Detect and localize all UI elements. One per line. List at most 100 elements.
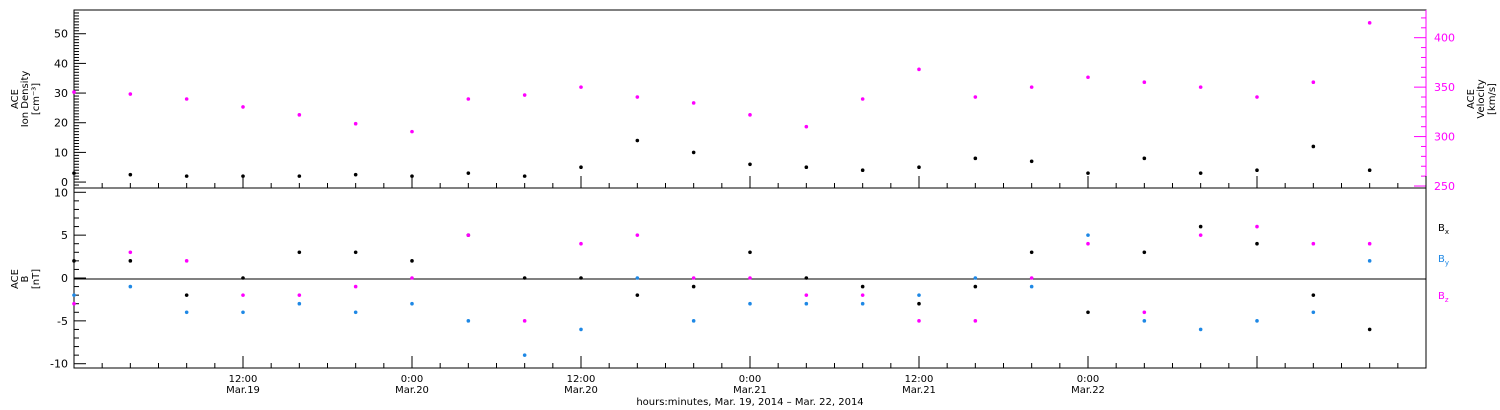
bz-point	[691, 276, 696, 280]
by-point	[1086, 233, 1090, 237]
density-tick-label: 50	[54, 28, 68, 41]
x-tick-date-label: Mar.20	[395, 385, 429, 396]
bx-point	[1142, 250, 1147, 255]
bx-point	[1255, 241, 1259, 246]
velocity-point	[635, 95, 640, 99]
bx-point	[522, 276, 527, 280]
velocity-tick-label: 300	[1434, 131, 1455, 144]
velocity-point	[353, 121, 358, 126]
density-point	[691, 150, 696, 155]
x-tick-date-label: Mar.20	[564, 385, 598, 396]
by-point	[1029, 284, 1034, 289]
bz-point	[522, 319, 527, 323]
legend-bz: Bz	[1438, 291, 1449, 304]
bz-point	[1255, 224, 1259, 229]
bz-point	[973, 319, 978, 323]
velocity-point	[1367, 21, 1372, 25]
velocity-point	[72, 90, 76, 94]
legend-bz-sub: z	[1445, 296, 1449, 304]
b-axis-title-line-3: [nT]	[31, 269, 42, 289]
bz-point	[466, 233, 471, 237]
by-point	[973, 276, 978, 280]
by-point	[804, 301, 809, 306]
density-axis-title: ACE Ion Density [cm⁻³]	[10, 71, 42, 128]
velocity-axis-title: ACE Velocity [km/s]	[1466, 79, 1498, 118]
by-point	[691, 319, 696, 323]
velocity-point	[1029, 85, 1034, 89]
legend-bx-main: B	[1438, 223, 1445, 234]
density-point	[522, 174, 527, 178]
bz-point	[917, 319, 921, 323]
by-point	[579, 327, 583, 332]
density-point	[297, 174, 302, 178]
velocity-tick-label: 350	[1434, 81, 1455, 94]
velocity-point	[1255, 95, 1259, 99]
bx-point	[1029, 250, 1034, 255]
x-tick-time-label: 0:00	[401, 374, 423, 385]
velocity-point	[522, 93, 527, 97]
velocity-axis-title-line-3: [km/s]	[1487, 83, 1498, 115]
density-point	[72, 171, 76, 175]
density-point	[410, 174, 414, 178]
by-point	[241, 310, 245, 315]
bz-point	[1029, 276, 1034, 280]
b-tick-label: 5	[61, 229, 68, 242]
bx-point	[1198, 224, 1203, 229]
velocity-point	[410, 129, 414, 134]
b-tick-label: 10	[54, 186, 68, 199]
bottom-panel-series	[72, 224, 1372, 357]
b-axis: -10 -5 0 5 10	[50, 186, 86, 371]
b-axis-title: ACE B [nT]	[10, 269, 42, 289]
bz-point	[1086, 241, 1090, 246]
b-tick-label: -10	[50, 358, 68, 371]
velocity-point	[184, 97, 189, 101]
by-point	[72, 293, 76, 297]
by-point	[410, 301, 414, 306]
bz-point	[353, 284, 358, 289]
by-point	[1198, 327, 1203, 332]
bz-point	[297, 293, 302, 297]
x-tick-date-label: Mar.19	[226, 385, 260, 396]
legend: Bx By Bz	[1438, 223, 1449, 304]
bx-point	[297, 250, 302, 255]
bz-point	[410, 276, 414, 280]
density-point	[748, 162, 752, 167]
density-tick-label: 40	[54, 57, 68, 70]
bz-point	[128, 250, 133, 255]
b-tick-label: -5	[57, 315, 68, 328]
bx-point	[241, 276, 245, 280]
by-point	[1142, 319, 1147, 323]
bz-point	[579, 241, 583, 246]
velocity-point	[1086, 75, 1090, 80]
x-tick-date-label: Mar.22	[1071, 385, 1105, 396]
bx-point	[973, 284, 978, 289]
density-tick-label: 0	[61, 176, 68, 189]
velocity-point	[917, 67, 921, 72]
velocity-point	[579, 85, 583, 89]
velocity-point	[973, 95, 978, 99]
density-axis-title-line-1: ACE	[10, 89, 21, 109]
legend-by-main: B	[1438, 254, 1445, 265]
density-point	[1086, 171, 1090, 175]
velocity-point	[1142, 80, 1147, 84]
density-point	[128, 172, 133, 177]
bx-point	[917, 301, 921, 306]
velocity-point	[128, 92, 133, 96]
bx-point	[748, 250, 752, 255]
velocity-tick-label: 400	[1434, 32, 1455, 45]
density-point	[579, 165, 583, 170]
by-point	[635, 276, 640, 280]
by-point	[522, 353, 527, 357]
legend-bx-sub: x	[1445, 228, 1449, 236]
bz-point	[1311, 241, 1316, 246]
b-axis-title-line-2: B	[20, 275, 31, 282]
x-axis-label: hours:minutes, Mar. 19, 2014 – Mar. 22, …	[636, 397, 863, 408]
by-point	[1367, 259, 1372, 263]
by-point	[1311, 310, 1316, 315]
legend-bz-main: B	[1438, 291, 1445, 302]
bz-point	[184, 259, 189, 263]
by-point	[184, 310, 189, 315]
velocity-point	[466, 97, 471, 101]
legend-by-sub: y	[1445, 259, 1449, 267]
x-tick-time-label: 0:00	[1077, 374, 1099, 385]
